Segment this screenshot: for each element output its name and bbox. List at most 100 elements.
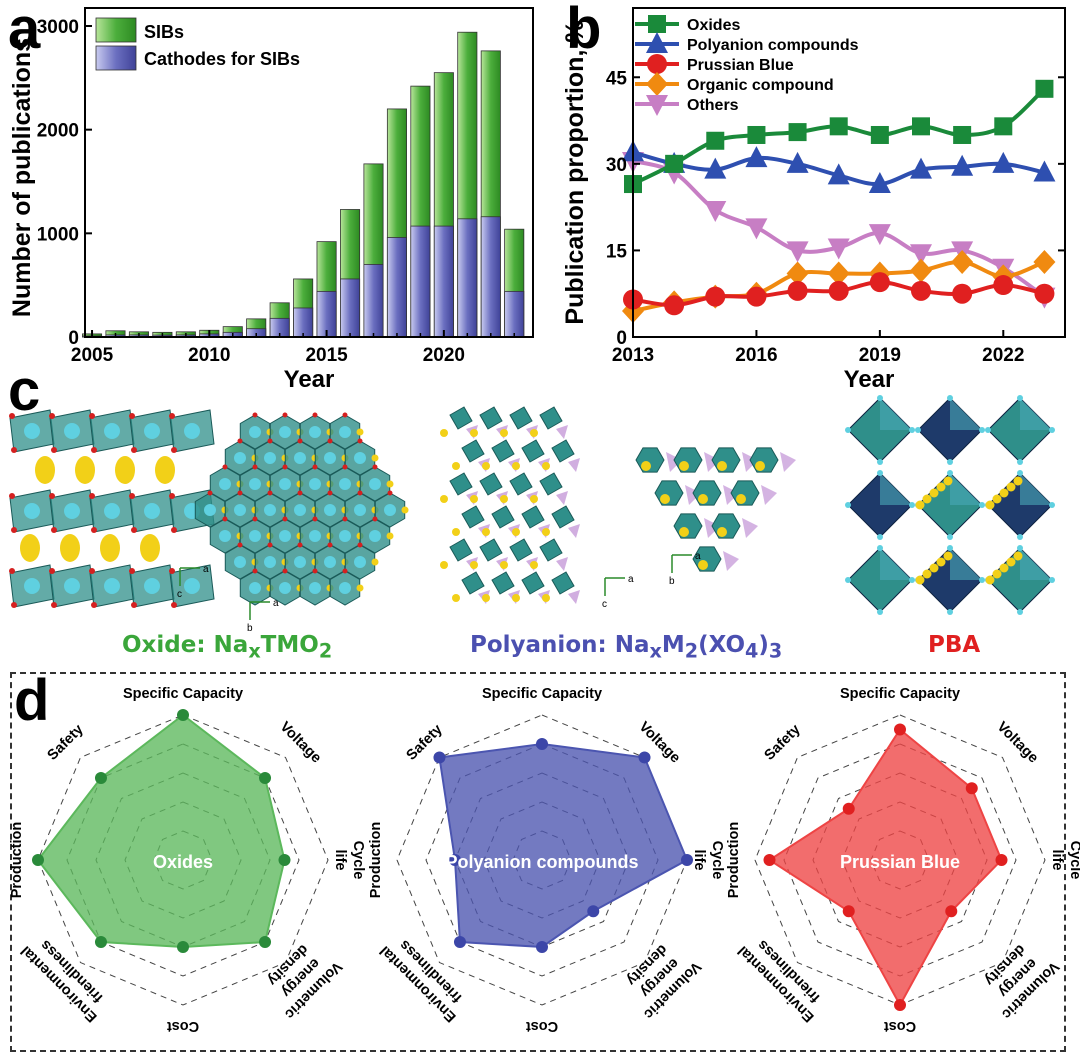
sodium-ion [922,569,932,579]
polyanion-octahedron [479,472,503,496]
y-tick-label: 15 [606,241,628,262]
pba-structure-label: PBA [928,632,981,658]
polyanion-octahedron [461,571,485,595]
data-point [786,151,809,173]
axis-label: c [177,589,182,600]
polyanion-octahedron [461,439,485,463]
polyanion-tetrahedron [723,485,739,505]
axis-label: a [628,574,634,585]
polyanion-octahedron [539,406,563,430]
axis-label: b [247,623,253,634]
x-tick-label: 2020 [423,345,465,366]
sodium-ion [100,534,120,562]
data-point [1033,249,1056,274]
radar-point [177,709,189,721]
radar-point [94,771,107,784]
polyanion-octahedron [551,505,575,529]
polyanion-octahedron [521,571,545,595]
bar-cathodes [433,225,454,338]
y-axis-label: Number of publications [8,38,36,317]
data-point [912,117,930,136]
y-tick-label: 30 [606,155,627,176]
data-point [870,125,889,144]
radar-panel-frame [10,672,1066,1052]
radar-axis-label: Safety [762,722,804,764]
axis-label: a [273,598,279,609]
x-tick-label: 2005 [71,345,114,366]
polyanion-tetrahedron [723,551,739,571]
sodium-ion [1013,476,1023,486]
legend-label: Oxides [687,17,740,34]
oxide-structure-label: Oxide: NaxTMO2 [122,632,333,663]
polyanion-tetrahedron [704,452,720,472]
polyanion-tetrahedron [742,518,758,538]
polyanion-octahedron [551,571,575,595]
polyanion-octahedron [491,571,515,595]
x-axis-label: Year [844,366,895,393]
sodium-ion [1006,482,1016,492]
polyanion-octahedron [449,538,473,562]
oxide-layer [9,409,215,453]
polyanion-tetrahedron [704,518,720,538]
radar-point [587,905,600,918]
bar-cathodes [363,264,384,338]
legend-marker [646,72,668,96]
radar-axis-label: Volumetricenergydensity [615,933,704,1022]
radar-axis-label: Voltage [994,719,1042,767]
radar-point [842,802,855,815]
legend-label: Others [687,97,739,114]
data-point [786,241,809,263]
radar-point [453,936,466,949]
radar-point [894,723,906,736]
legend-label: Prussian Blue [687,57,794,74]
bar-chart: 0 1000 2000 3000 2005 2010 2015 2020 Year Number … [8,7,534,393]
radar-axis-label: Cyclelife [1049,841,1080,880]
radar-axis-label: Production [368,822,384,899]
radar-point [965,782,978,795]
x-axis-label: Year [284,366,335,393]
polyanion-tetrahedron [666,452,682,472]
sodium-ion [999,488,1009,498]
polyanion-octahedron [551,439,575,463]
radar-chart: Prussian Blue Specific Capacity Voltage Cyc… [726,686,1080,1034]
data-point [1035,79,1054,98]
polyanion-octahedron [521,505,545,529]
radar-axis-label: Specific Capacity [123,686,243,702]
radar-grid [66,743,300,977]
radar-series-label: Polyanion compounds [445,852,638,872]
polyanion-tetrahedron [568,590,580,604]
polyanion-tetrahedron [568,524,580,538]
radar-point [894,999,906,1011]
radar-point [995,854,1008,866]
bar-cathodes [480,216,501,338]
axis-label: a [203,564,209,575]
radar-series-label: Prussian Blue [840,852,960,872]
sodium-ion [999,563,1009,573]
sodium-ion [992,494,1002,504]
axis-label: c [602,599,607,610]
radar-axis-label: Specific Capacity [840,686,960,702]
data-point [868,172,891,194]
x-tick-label: 2013 [612,345,654,366]
x-tick-label: 2022 [982,345,1024,366]
data-point [704,157,727,179]
sodium-ion [155,456,175,484]
y-tick-label: 0 [616,328,627,349]
sodium-ion [985,500,995,510]
radar-axis-label: Cost [884,1018,916,1034]
polyanion-octahedron [461,505,485,529]
sodium-ion [943,551,953,561]
sodium-ion [922,494,932,504]
radar-axis-label: Volumetricenergydensity [973,933,1062,1022]
data-point [911,280,931,301]
radar-area [438,742,689,949]
data-point [705,286,726,307]
data-point [951,249,974,274]
line-chart: 0 15 30 45 2013 2016 2019 2022 Year Publication p… [561,7,1066,393]
radar-axis-label: Production [726,822,742,899]
radar-point [259,771,272,784]
legend-marker [646,32,668,53]
radar-point [177,941,189,953]
data-point [1034,283,1055,304]
legend-marker [646,95,668,116]
